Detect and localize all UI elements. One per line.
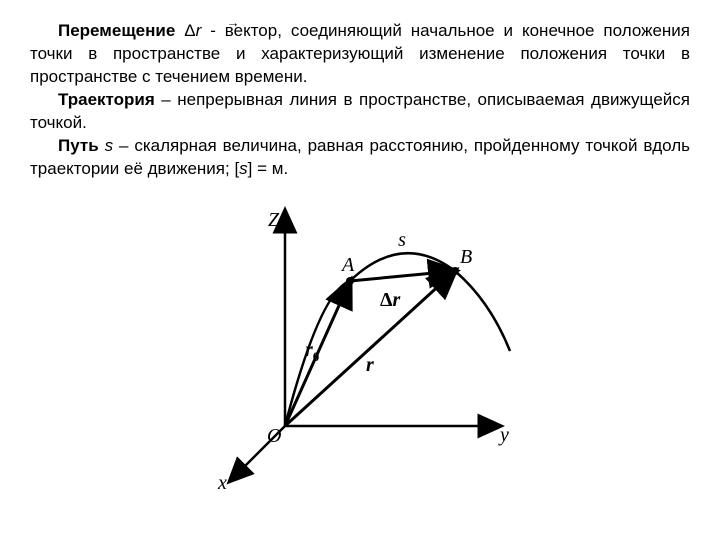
kinematics-diagram: Zy x Os r0 r Δr A B: [190, 191, 530, 491]
displacement-def: Перемещение Δr - вектор, соединяющий нач…: [30, 20, 690, 89]
svg-text:O: O: [267, 425, 281, 447]
path-text2: ] = м.: [248, 159, 289, 178]
definitions-block: Перемещение Δr - вектор, соединяющий нач…: [30, 20, 690, 181]
path-text1: – скалярная величина, равная расстоянию,…: [30, 136, 690, 178]
path-symbol: s: [105, 136, 114, 155]
svg-text:y: y: [498, 424, 509, 446]
svg-text:B: B: [460, 246, 472, 268]
svg-text:x: x: [217, 472, 227, 491]
trajectory-term: Траектория: [58, 90, 155, 109]
displacement-symbol: Δr: [184, 21, 210, 40]
svg-text:Δr: Δr: [380, 289, 401, 311]
path-term: Путь: [58, 136, 99, 155]
svg-text:s: s: [398, 229, 406, 251]
svg-text:r0: r0: [305, 339, 319, 364]
path-def: Путь s – скалярная величина, равная расс…: [30, 135, 690, 181]
trajectory-def: Траектория – непрерывная линия в простра…: [30, 89, 690, 135]
displacement-term: Перемещение: [58, 21, 175, 40]
svg-text:A: A: [340, 254, 355, 276]
svg-text:Z: Z: [268, 209, 280, 231]
svg-text:r: r: [366, 354, 374, 376]
diagram-container: Zy x Os r0 r Δr A B: [30, 191, 690, 491]
